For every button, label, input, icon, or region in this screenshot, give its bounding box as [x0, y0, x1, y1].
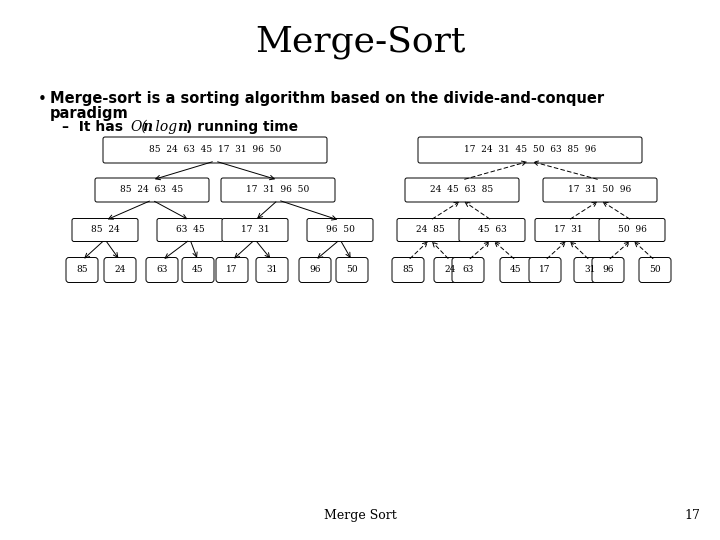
- Text: Merge-Sort: Merge-Sort: [255, 25, 465, 59]
- Text: 50: 50: [649, 266, 661, 274]
- FancyBboxPatch shape: [182, 258, 214, 282]
- FancyBboxPatch shape: [95, 178, 209, 202]
- Text: •: •: [38, 92, 47, 107]
- Text: 96: 96: [602, 266, 613, 274]
- FancyBboxPatch shape: [66, 258, 98, 282]
- FancyBboxPatch shape: [222, 219, 288, 241]
- Text: 31: 31: [266, 266, 278, 274]
- Text: –  It has: – It has: [62, 120, 128, 134]
- FancyBboxPatch shape: [592, 258, 624, 282]
- Text: 17  31  96  50: 17 31 96 50: [246, 186, 310, 194]
- Text: 85  24  63  45  17  31  96  50: 85 24 63 45 17 31 96 50: [149, 145, 281, 154]
- FancyBboxPatch shape: [299, 258, 331, 282]
- Text: 17  31: 17 31: [240, 226, 269, 234]
- FancyBboxPatch shape: [535, 219, 601, 241]
- Text: n: n: [142, 120, 152, 134]
- Text: 31: 31: [585, 266, 595, 274]
- FancyBboxPatch shape: [459, 219, 525, 241]
- Text: paradigm: paradigm: [50, 106, 129, 121]
- Text: 17: 17: [539, 266, 551, 274]
- Text: 85: 85: [402, 266, 414, 274]
- Text: 85  24  63  45: 85 24 63 45: [120, 186, 184, 194]
- FancyBboxPatch shape: [104, 258, 136, 282]
- Text: 85  24: 85 24: [91, 226, 120, 234]
- Text: 50: 50: [346, 266, 358, 274]
- Text: 63: 63: [462, 266, 474, 274]
- Text: ) running time: ) running time: [186, 120, 298, 134]
- Text: 24: 24: [444, 266, 456, 274]
- Text: 17  31  50  96: 17 31 50 96: [568, 186, 631, 194]
- FancyBboxPatch shape: [543, 178, 657, 202]
- Text: 85: 85: [76, 266, 88, 274]
- FancyBboxPatch shape: [221, 178, 335, 202]
- FancyBboxPatch shape: [452, 258, 484, 282]
- Text: 17  24  31  45  50  63  85  96: 17 24 31 45 50 63 85 96: [464, 145, 596, 154]
- Text: 24: 24: [114, 266, 126, 274]
- FancyBboxPatch shape: [405, 178, 519, 202]
- FancyBboxPatch shape: [392, 258, 424, 282]
- Text: 24  45  63  85: 24 45 63 85: [431, 186, 494, 194]
- Text: 96: 96: [310, 266, 320, 274]
- FancyBboxPatch shape: [574, 258, 606, 282]
- FancyBboxPatch shape: [216, 258, 248, 282]
- FancyBboxPatch shape: [72, 219, 138, 241]
- FancyBboxPatch shape: [529, 258, 561, 282]
- Text: 63  45: 63 45: [176, 226, 204, 234]
- FancyBboxPatch shape: [157, 219, 223, 241]
- Text: 17  31: 17 31: [554, 226, 582, 234]
- FancyBboxPatch shape: [397, 219, 463, 241]
- Text: 24  85: 24 85: [415, 226, 444, 234]
- Text: 17: 17: [226, 266, 238, 274]
- FancyBboxPatch shape: [336, 258, 368, 282]
- Text: 63: 63: [156, 266, 168, 274]
- Text: 45  63: 45 63: [477, 226, 506, 234]
- Text: log: log: [151, 120, 181, 134]
- FancyBboxPatch shape: [103, 137, 327, 163]
- FancyBboxPatch shape: [599, 219, 665, 241]
- FancyBboxPatch shape: [500, 258, 532, 282]
- Text: 50  96: 50 96: [618, 226, 647, 234]
- Text: n: n: [177, 120, 187, 134]
- Text: Merge Sort: Merge Sort: [323, 509, 397, 522]
- FancyBboxPatch shape: [418, 137, 642, 163]
- FancyBboxPatch shape: [146, 258, 178, 282]
- Text: 45: 45: [510, 266, 522, 274]
- FancyBboxPatch shape: [256, 258, 288, 282]
- Text: Merge-sort is a sorting algorithm based on the divide-and-conquer: Merge-sort is a sorting algorithm based …: [50, 91, 604, 106]
- FancyBboxPatch shape: [307, 219, 373, 241]
- Text: O(: O(: [130, 120, 147, 134]
- Text: 96  50: 96 50: [325, 226, 354, 234]
- Text: 45: 45: [192, 266, 204, 274]
- FancyBboxPatch shape: [434, 258, 466, 282]
- Text: 17: 17: [684, 509, 700, 522]
- FancyBboxPatch shape: [639, 258, 671, 282]
